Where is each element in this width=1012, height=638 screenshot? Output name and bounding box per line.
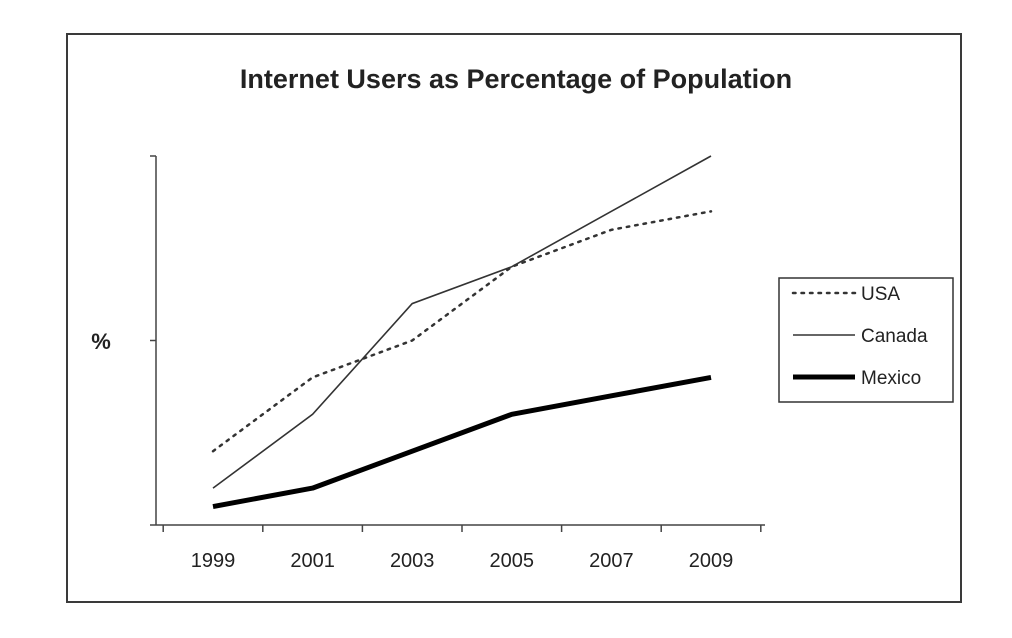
x-tick-label: 1999 — [191, 550, 236, 572]
line-chart: Internet Users as Percentage of Populati… — [91, 64, 954, 572]
legend-label-usa: USA — [861, 284, 900, 305]
series-line-canada — [212, 155, 712, 489]
chart-frame: Internet Users as Percentage of Populati… — [66, 33, 962, 603]
legend-label-canada: Canada — [861, 326, 928, 347]
x-tick-label: 2001 — [290, 550, 335, 572]
legend-box — [778, 277, 954, 403]
series-layer — [211, 155, 713, 510]
x-tick-label: 2007 — [589, 550, 634, 572]
x-tick-label: 2009 — [689, 550, 734, 572]
series-line-mexico — [212, 374, 712, 510]
chart-title: Internet Users as Percentage of Populati… — [240, 64, 792, 94]
series-line-usa — [211, 210, 713, 453]
x-tick-label: 2005 — [490, 550, 535, 572]
x-tick-label: 2003 — [390, 550, 435, 572]
y-axis-label: % — [91, 329, 111, 354]
legend: USA Canada Mexico — [778, 277, 954, 403]
x-tick-labels: 1999 2001 2003 2005 2007 2009 — [191, 550, 734, 572]
axes — [150, 155, 765, 532]
legend-label-mexico: Mexico — [861, 368, 921, 389]
